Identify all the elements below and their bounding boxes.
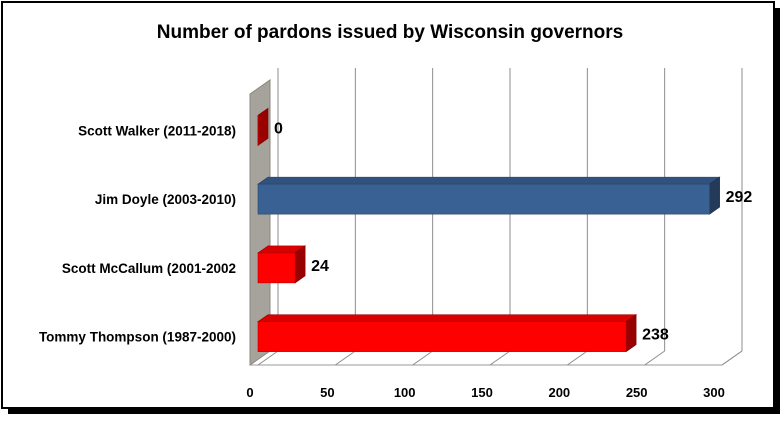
category-labels: Scott Walker (2011-2018) Jim Doyle (2003-…: [39, 123, 236, 344]
bar: [257, 107, 269, 146]
x-tick-label: 200: [548, 385, 570, 400]
gridline-floor: [644, 350, 665, 366]
x-tick-label: 250: [626, 385, 648, 400]
value-label: 292: [726, 189, 753, 206]
category-label: Scott Walker (2011-2018): [78, 123, 236, 138]
value-labels: 0 292 24 238: [274, 120, 752, 343]
bar: [257, 314, 638, 353]
x-tick-label: 0: [246, 385, 253, 400]
bar-top-face: [257, 176, 721, 185]
gridline-floor: [412, 350, 433, 366]
category-label: Tommy Thompson (1987-2000): [39, 330, 236, 345]
value-label: 0: [274, 120, 283, 137]
x-tick-label: 50: [320, 385, 334, 400]
gridline-floor: [335, 350, 356, 366]
value-label: 238: [642, 327, 669, 344]
bars: [257, 107, 721, 353]
x-axis-ticks: 0 50 100 150 200 250 300: [246, 385, 724, 400]
category-label: Scott McCallum (2001-2002: [62, 261, 236, 276]
bar-top-face: [257, 314, 638, 322]
x-tick-label: 300: [703, 385, 725, 400]
gridline-floor: [489, 350, 511, 366]
bar-front-face: [257, 252, 296, 284]
gridline-floor: [721, 350, 743, 366]
x-tick-label: 100: [394, 385, 416, 400]
bar-front-face: [257, 183, 710, 215]
bar-front-face: [257, 321, 627, 352]
bar-front-face: [257, 115, 259, 146]
bar: [257, 245, 307, 284]
category-label: Jim Doyle (2003-2010): [95, 192, 236, 207]
chart-title: Number of pardons issued by Wisconsin go…: [157, 22, 623, 43]
gridline-floor: [257, 350, 279, 366]
gridline-floor: [567, 350, 588, 366]
value-label: 24: [311, 258, 329, 275]
x-tick-label: 150: [471, 385, 493, 400]
bar: [257, 176, 721, 215]
